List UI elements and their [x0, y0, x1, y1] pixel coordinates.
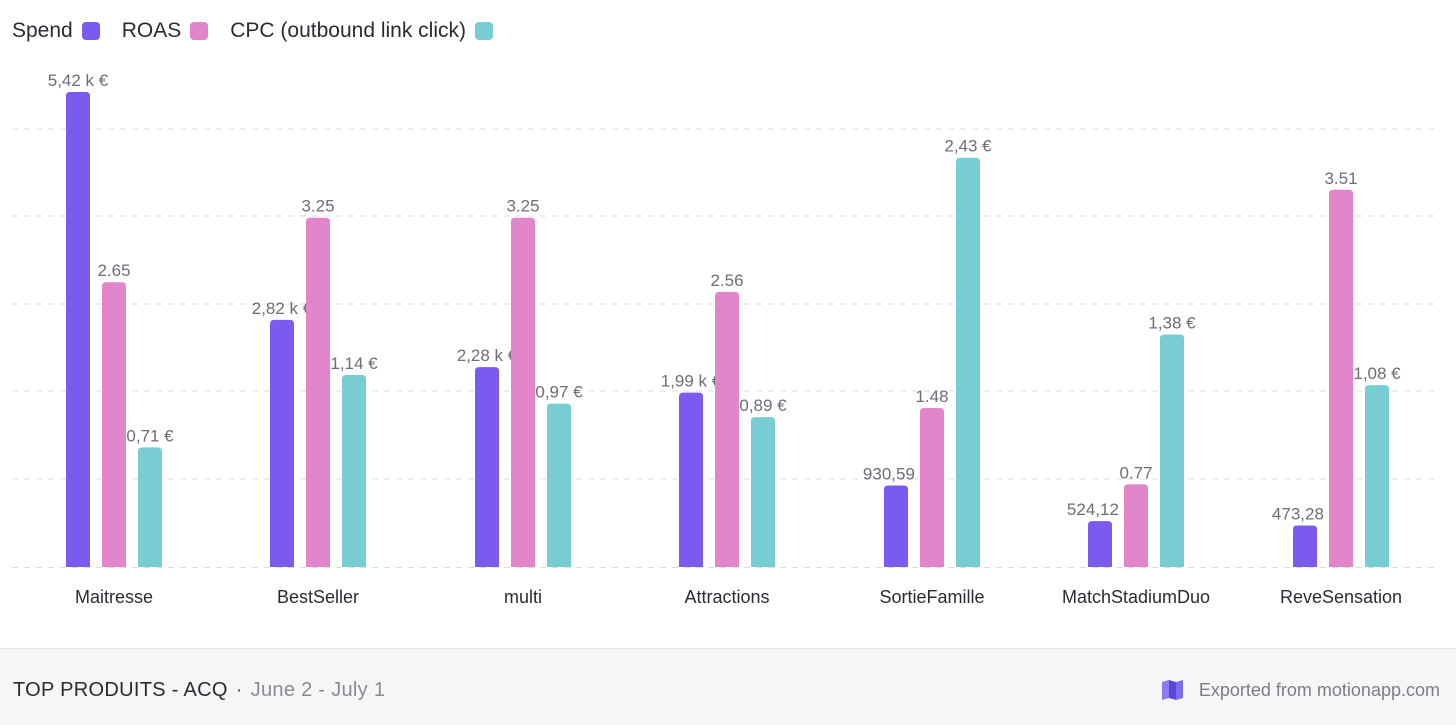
data-label-spend: 524,12 €	[1067, 500, 1134, 519]
bar-cpc-attractions[interactable]	[751, 417, 775, 567]
bar-roas-bestseller[interactable]	[306, 217, 330, 567]
bar-cpc-bestseller[interactable]	[342, 374, 366, 567]
bar-spend-multi[interactable]	[475, 367, 499, 567]
data-label-spend: 5,42 k €	[48, 71, 109, 90]
legend-item-spend[interactable]: Spend	[12, 19, 100, 43]
data-label-cpc: 1,14 €	[330, 354, 378, 373]
legend-label-spend: Spend	[12, 19, 73, 42]
footer-title-row: TOP PRODUITS - ACQ · June 2 - July 1	[13, 679, 385, 702]
legend-swatch-spend	[81, 22, 100, 40]
data-label-cpc: 0,89 €	[739, 396, 787, 415]
data-label-roas: 2.65	[97, 261, 130, 280]
bar-spend-attractions[interactable]	[679, 392, 703, 567]
chart-legend: Spend ROAS CPC (outbound link click)	[12, 16, 515, 46]
data-label-cpc: 0,97 €	[535, 383, 583, 402]
export-text: Exported from motionapp.com	[1198, 679, 1440, 700]
x-tick-label: Attractions	[684, 587, 769, 607]
bar-spend-revesensation[interactable]	[1293, 525, 1317, 567]
bar-spend-bestseller[interactable]	[270, 319, 294, 567]
bar-cpc-multi[interactable]	[547, 403, 571, 567]
bar-roas-multi[interactable]	[511, 217, 535, 567]
data-label-cpc: 2,43 €	[944, 137, 992, 156]
bar-roas-maitresse[interactable]	[102, 282, 126, 567]
bar-roas-sortiefamille[interactable]	[920, 407, 944, 567]
legend-item-cpc[interactable]: CPC (outbound link click)	[230, 19, 494, 43]
legend-swatch-cpc	[475, 22, 494, 40]
bar-spend-matchstadiumduo[interactable]	[1088, 521, 1112, 567]
legend-label-cpc: CPC (outbound link click)	[230, 19, 467, 42]
legend-swatch-roas	[190, 22, 209, 40]
x-tick-label: BestSeller	[277, 587, 359, 607]
legend-item-roas[interactable]: ROAS	[122, 19, 209, 43]
data-label-roas: 3.51	[1324, 169, 1357, 188]
title-separator: ·	[235, 679, 243, 701]
data-label-roas: 2.56	[710, 271, 743, 290]
x-tick-label: Maitresse	[75, 587, 153, 607]
bar-cpc-maitresse[interactable]	[138, 447, 162, 567]
chart-footer: TOP PRODUITS - ACQ · June 2 - July 1 Expor…	[0, 648, 1456, 725]
date-range: June 2 - July 1	[250, 679, 386, 701]
data-label-cpc: 1,38 €	[1148, 314, 1196, 333]
data-label-spend: 930,59 €	[863, 464, 930, 483]
data-label-roas: 1.48	[915, 387, 948, 406]
data-label-spend: 2,28 k €	[457, 346, 518, 365]
x-tick-label: multi	[504, 587, 542, 607]
x-tick-label: SortieFamille	[879, 587, 984, 607]
data-label-spend: 1,99 k €	[661, 372, 722, 391]
report-title: TOP PRODUITS - ACQ	[13, 679, 228, 701]
data-label-roas: 3.25	[301, 197, 334, 216]
bar-roas-matchstadiumduo[interactable]	[1124, 484, 1148, 567]
data-label-spend: 473,28 €	[1272, 505, 1339, 524]
bar-cpc-revesensation[interactable]	[1365, 385, 1389, 567]
data-label-spend: 2,82 k €	[252, 299, 313, 318]
bar-roas-attractions[interactable]	[715, 291, 739, 567]
motion-logo-icon	[1161, 680, 1183, 700]
data-label-roas: 3.25	[506, 197, 539, 216]
bar-chart: 5,42 k € 2.65 0,71 € Maitresse 2,82 k € 3.25 1…	[12, 71, 1440, 607]
data-label-roas: 0.77	[1119, 463, 1152, 482]
bar-spend-sortiefamille[interactable]	[884, 485, 908, 567]
bar-spend-maitresse[interactable]	[66, 92, 90, 567]
data-label-cpc: 1,08 €	[1353, 364, 1401, 383]
x-tick-label: MatchStadiumDuo	[1062, 587, 1210, 607]
x-tick-label: ReveSensation	[1280, 587, 1402, 607]
data-label-cpc: 0,71 €	[126, 426, 174, 445]
legend-label-roas: ROAS	[121, 19, 182, 42]
bar-cpc-matchstadiumduo[interactable]	[1160, 334, 1184, 567]
bar-cpc-sortiefamille[interactable]	[956, 157, 980, 568]
export-attribution[interactable]: Exported from motionapp.com	[1161, 679, 1440, 701]
bar-roas-revesensation[interactable]	[1329, 189, 1353, 567]
